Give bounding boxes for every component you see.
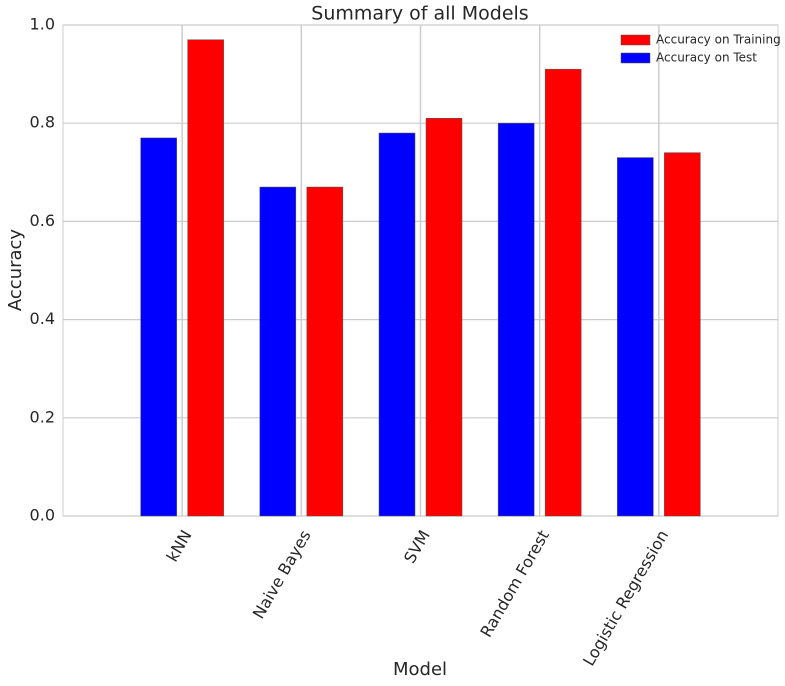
legend-swatch [620, 52, 651, 64]
y-axis-label: Accuracy [5, 229, 26, 312]
y-tick-label: 0.0 [30, 506, 55, 525]
y-tick-label: 0.6 [30, 211, 55, 230]
x-tick-label: Logistic Regression [579, 527, 672, 669]
y-tick-label: 0.2 [30, 407, 55, 426]
x-axis-label: Model [393, 659, 447, 680]
legend-label: Accuracy on Training [656, 33, 781, 47]
y-tick-label: 1.0 [30, 15, 55, 34]
bar [664, 152, 701, 517]
bar [378, 132, 416, 517]
bar [306, 186, 344, 517]
bar [497, 122, 535, 517]
x-tick-label: Random Forest [476, 527, 553, 641]
bar [544, 68, 582, 517]
bar [187, 39, 224, 517]
y-tick-label: 0.4 [30, 309, 55, 328]
legend-swatch [620, 34, 651, 46]
y-tick-label: 0.8 [30, 113, 55, 132]
x-tick-label: SVM [400, 527, 434, 567]
bar [140, 137, 177, 517]
bar [259, 186, 297, 517]
legend-label: Accuracy on Test [656, 51, 757, 65]
bar [617, 157, 654, 517]
bar [425, 118, 463, 517]
x-tick-label: kNN [162, 527, 195, 565]
x-tick-label: Naive Bayes [249, 527, 315, 622]
chart-title: Summary of all Models [311, 3, 528, 25]
